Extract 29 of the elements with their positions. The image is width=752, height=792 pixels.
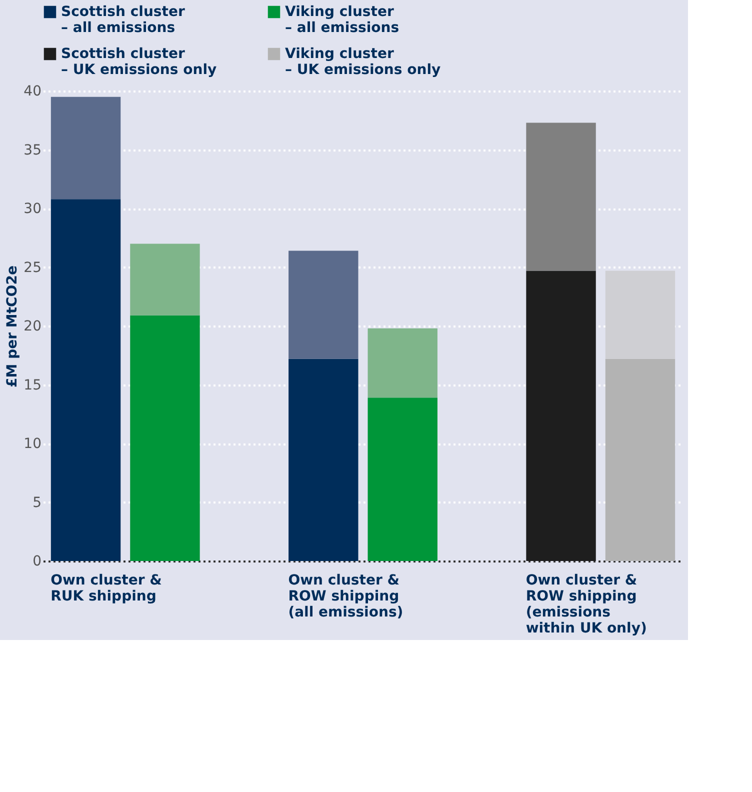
y-tick-label: 0	[32, 554, 42, 570]
x-tick-label: Own cluster & ROW shipping (all emissions)	[288, 572, 404, 620]
bar	[50, 199, 121, 561]
y-tick-label: 5	[32, 494, 42, 511]
legend-label: Viking cluster – UK emissions only	[285, 46, 441, 78]
y-tick-label: 20	[24, 318, 42, 334]
legend-label: Viking cluster – all emissions	[285, 4, 400, 36]
bar	[288, 358, 358, 561]
bar	[130, 315, 200, 561]
y-tick-label: 30	[24, 201, 42, 217]
y-tick-label: 10	[24, 436, 42, 452]
legend-label: Scottish cluster – all emissions	[61, 4, 185, 36]
legend-label: Scottish cluster – UK emissions only	[61, 46, 217, 78]
bar	[605, 270, 676, 359]
bar	[130, 244, 200, 316]
y-tick-label: 35	[24, 142, 42, 158]
y-tick-label: 40	[24, 84, 42, 100]
bar	[368, 328, 438, 398]
x-tick-label: Own cluster & ROW shipping (emissions within UK only)	[526, 572, 647, 636]
bar	[368, 398, 438, 561]
y-tick-label: 25	[24, 260, 42, 276]
bar	[526, 270, 596, 561]
bar	[288, 250, 358, 359]
bar	[526, 122, 596, 271]
bar	[50, 96, 121, 200]
x-tick-label: Own cluster & RUK shipping	[50, 572, 162, 604]
y-tick-label: 15	[24, 377, 42, 394]
bar	[605, 358, 676, 561]
y-axis-title: £M per MtCO2e	[4, 266, 21, 388]
